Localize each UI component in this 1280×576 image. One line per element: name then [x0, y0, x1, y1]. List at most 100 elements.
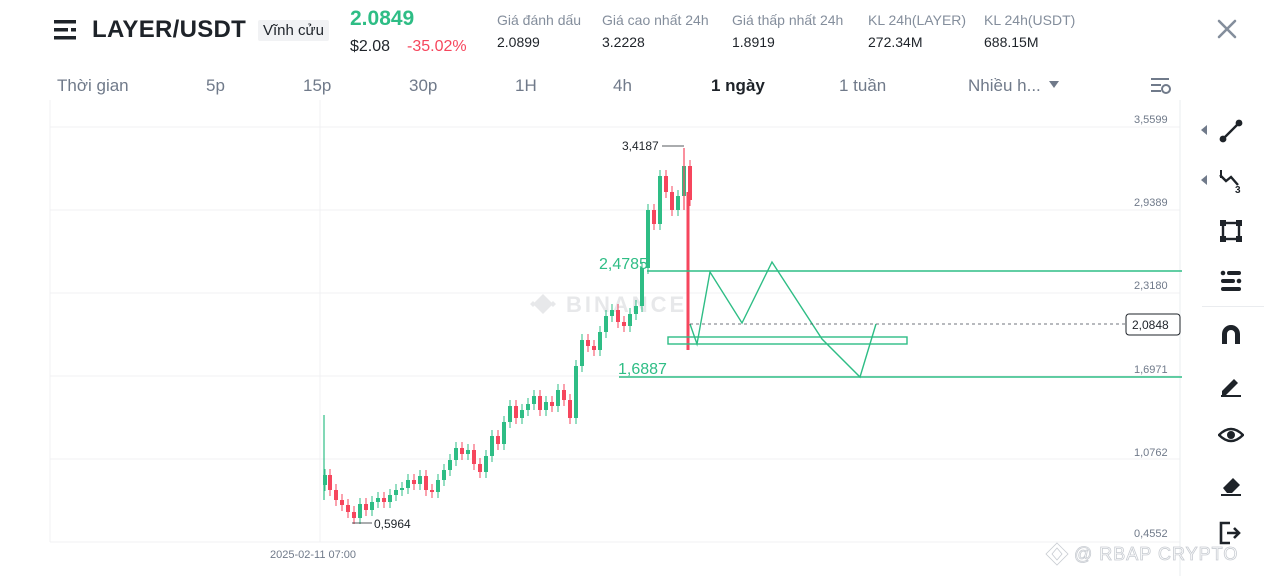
credit-watermark: @ RBAP CRYPTO — [1045, 542, 1238, 566]
candle-body — [466, 450, 470, 454]
candle-body — [634, 306, 638, 314]
candle-body — [580, 340, 584, 366]
close-icon[interactable] — [1216, 18, 1238, 40]
interval-15m[interactable]: 15p — [303, 76, 332, 95]
candle-body — [382, 498, 386, 502]
zone-rectangle[interactable] — [667, 336, 908, 345]
candle-body — [526, 404, 530, 410]
candle-body — [604, 316, 608, 332]
candle-body — [364, 504, 368, 510]
candle-body — [538, 396, 542, 410]
candle-body — [658, 176, 662, 224]
candle-body — [323, 475, 327, 485]
candle-body — [460, 448, 464, 454]
candle-body — [598, 332, 602, 350]
expand-caret-icon[interactable] — [1201, 125, 1207, 135]
candlestick-series — [323, 148, 692, 524]
candle-body — [514, 406, 518, 418]
chevron-down-icon — [1048, 81, 1059, 89]
symbol-title[interactable]: LAYER/USDT — [92, 16, 247, 43]
eye-icon[interactable] — [1218, 422, 1244, 448]
stat-label: Giá đánh dấu — [497, 12, 582, 28]
change-percent: -35.02% — [407, 38, 467, 55]
y-tick: 2,9389 — [1134, 197, 1168, 209]
stat-value: 2.0899 — [497, 34, 540, 50]
price-axis: 3,5599 2,9389 2,3180 1,6971 1,0762 0,455… — [1125, 114, 1181, 540]
high-marker-label: 3,4187 — [622, 139, 659, 153]
text-tool-icon[interactable] — [1218, 268, 1244, 294]
drawing-toolbar: 3 — [1184, 100, 1280, 576]
eraser-icon[interactable] — [1218, 472, 1244, 498]
candle-body — [586, 340, 590, 346]
candle-body — [592, 346, 596, 350]
candle-body — [676, 196, 680, 210]
pencil-icon[interactable] — [1218, 372, 1244, 398]
interval-30m[interactable]: 30p — [409, 76, 438, 95]
interval-bar: Thời gian 5p 15p 30p 1H 4h 1 ngày 1 tuần… — [0, 70, 1180, 102]
magnet-icon[interactable] — [1218, 322, 1244, 348]
candle-body — [640, 268, 644, 306]
level-label-upper: 2,4785 — [599, 256, 648, 273]
candle-body — [646, 210, 650, 268]
current-price-tag — [1125, 313, 1181, 336]
credit-text: @ RBAP CRYPTO — [1074, 544, 1238, 564]
stat-label: KL 24h(LAYER) — [868, 12, 967, 28]
candle-body — [454, 448, 458, 460]
binance-watermark: BINANCE — [530, 292, 687, 317]
candle-body — [568, 400, 572, 418]
candle-body — [394, 490, 398, 495]
y-tick: 1,0762 — [1134, 447, 1168, 459]
candle-body — [496, 436, 500, 444]
chart-settings-icon[interactable] — [1150, 76, 1172, 96]
price-chart[interactable]: BINANCE 2,4785 1,6887 3,4187 0,5964 3,55… — [0, 100, 1280, 576]
menu-icon[interactable] — [54, 18, 80, 42]
rectangle-icon[interactable] — [1218, 218, 1244, 244]
level-label-lower: 1,6887 — [618, 361, 667, 378]
candle-body — [448, 460, 452, 470]
last-price: 2.0849 — [350, 7, 415, 30]
stat-24h-low: Giá thấp nhất 24h 1.8919 — [732, 12, 843, 50]
candle-body — [388, 495, 392, 502]
candle-body — [406, 480, 410, 488]
candle-body — [508, 406, 512, 422]
export-icon[interactable] — [1218, 520, 1244, 546]
interval-1h[interactable]: 1H — [515, 76, 537, 95]
y-tick: 3,5599 — [1134, 114, 1168, 126]
stat-label: KL 24h(USDT) — [984, 12, 1076, 28]
candle-body — [664, 176, 668, 192]
stat-24h-high: Giá cao nhất 24h 3.2228 — [602, 12, 709, 50]
stat-24h-volume-layer: KL 24h(LAYER) 272.34M — [868, 12, 966, 50]
y-tick: 0,4552 — [1134, 528, 1168, 540]
candle-body — [430, 490, 434, 492]
svg-text:3: 3 — [1235, 185, 1241, 194]
interval-4h[interactable]: 4h — [613, 76, 632, 95]
candle-body — [574, 366, 578, 418]
candle-body — [352, 512, 356, 518]
user-drawings[interactable] — [619, 260, 1182, 379]
candle-body — [442, 470, 446, 480]
candle-body — [652, 210, 656, 224]
watermark-text: BINANCE — [566, 292, 687, 317]
candle-body — [502, 422, 506, 444]
candle-body — [328, 475, 332, 490]
candle-body — [400, 488, 404, 490]
expand-caret-icon[interactable] — [1201, 175, 1207, 185]
candle-body — [550, 402, 554, 406]
fib-tool-icon[interactable]: 3 — [1218, 168, 1244, 194]
stat-value: 688.15M — [984, 34, 1039, 50]
interval-time[interactable]: Thời gian — [57, 76, 129, 95]
candle-body — [472, 450, 476, 464]
trend-line-icon[interactable] — [1218, 118, 1244, 144]
y-tick: 2,3180 — [1134, 280, 1168, 292]
low-marker-label: 0,5964 — [374, 517, 411, 531]
interval-1w[interactable]: 1 tuần — [839, 76, 887, 95]
interval-5m[interactable]: 5p — [206, 76, 225, 95]
toolbar-divider — [1202, 306, 1264, 307]
candle-body — [484, 456, 488, 472]
candle-body — [670, 192, 674, 210]
y-tick: 1,6971 — [1134, 364, 1168, 376]
interval-1d[interactable]: 1 ngày — [711, 76, 765, 95]
candle-body — [334, 490, 338, 500]
interval-more[interactable]: Nhiều h... — [968, 76, 1059, 96]
projection-path[interactable] — [689, 260, 877, 379]
